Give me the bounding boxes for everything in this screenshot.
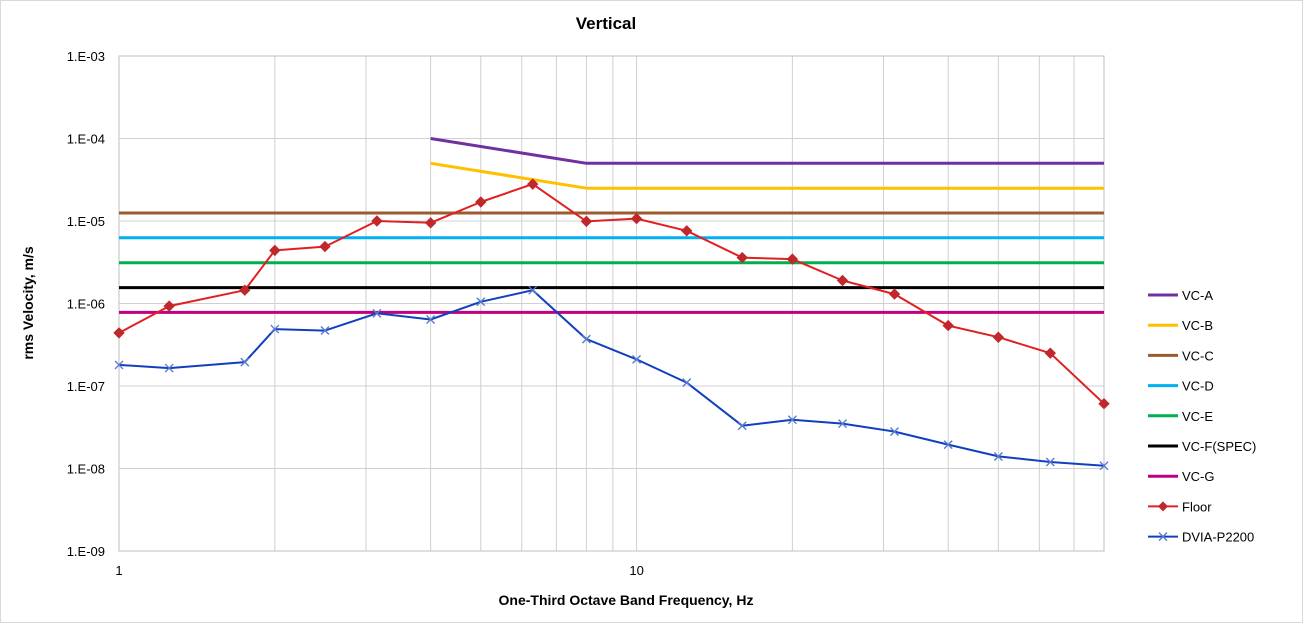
legend-item-vc-b: VC-B (1148, 318, 1213, 333)
floor-point (1044, 347, 1057, 359)
dvia-point (581, 334, 591, 344)
dvia-point (372, 308, 382, 318)
legend-label: VC-B (1182, 318, 1213, 333)
series-vc-b (430, 161, 1104, 190)
dvia-point (426, 314, 436, 324)
legend-item-vc-g: VC-G (1148, 469, 1215, 484)
dvia-point (993, 451, 1003, 461)
dvia-point (270, 324, 280, 334)
dvia-point (476, 297, 486, 307)
dvia-point (889, 427, 899, 437)
plot-area (118, 55, 1105, 552)
dvia-point (320, 326, 330, 336)
legend-label: VC-C (1182, 348, 1214, 363)
legend-label: VC-D (1182, 379, 1214, 394)
y-tick-label: 1.E-04 (67, 132, 105, 147)
y-tick-label: 1.E-07 (67, 379, 105, 394)
dvia-point (528, 285, 538, 295)
dvia-point (1099, 461, 1109, 471)
series-vc-a (430, 137, 1104, 165)
floor-point (736, 251, 748, 264)
dvia-point (787, 415, 797, 425)
legend-marker (1158, 501, 1168, 512)
legend: VC-A VC-B VC-C VC-D VC-E VC-F(SPEC) VC-G Floor D… (1148, 288, 1256, 545)
floor-point (319, 240, 331, 253)
dvia-point (1045, 457, 1055, 467)
legend-label: VC-F(SPEC) (1182, 439, 1256, 454)
y-axis-ticks: 1.E-09 1.E-08 1.E-07 1.E-06 1.E-05 1.E-04 1.E-… (67, 49, 105, 559)
series-line-floor (118, 183, 1105, 405)
floor-point (992, 331, 1005, 343)
dvia-point (632, 354, 642, 364)
legend-label: DVIA-P2200 (1182, 530, 1254, 545)
series-line-dvia-p2200 (118, 289, 1105, 467)
dvia-point (737, 421, 747, 431)
dvia-point (240, 357, 250, 367)
floor-point (1098, 398, 1110, 410)
dvia-point (682, 378, 692, 388)
grid-lines (118, 55, 1105, 552)
y-tick-label: 1.E-05 (67, 214, 105, 229)
legend-label: VC-G (1182, 469, 1215, 484)
dvia-point (943, 440, 953, 450)
legend-label: VC-A (1182, 288, 1213, 303)
floor-point (630, 212, 643, 225)
dvia-point (838, 419, 848, 429)
floor-point (888, 288, 901, 300)
legend-label: VC-E (1182, 409, 1213, 424)
floor-point (269, 244, 281, 257)
series-dvia-p2200 (114, 285, 1109, 471)
floor-point (113, 327, 125, 339)
x-axis-ticks: 1 10 (115, 563, 643, 578)
x-tick-label: 10 (629, 563, 643, 578)
legend-item-floor: Floor (1148, 499, 1212, 514)
floor-point (681, 225, 693, 237)
y-tick-label: 1.E-08 (67, 462, 105, 477)
floor-point (424, 217, 437, 229)
dvia-point (164, 363, 174, 373)
dvia-point (114, 360, 124, 370)
series-group (113, 137, 1110, 471)
floor-point (836, 274, 849, 287)
series-line-vc-b (430, 161, 1104, 190)
legend-item-dvia-p2200: DVIA-P2200 (1148, 530, 1254, 545)
floor-point (163, 300, 175, 312)
floor-point (371, 215, 383, 227)
series-line-vc-a (430, 137, 1104, 165)
floor-point (239, 284, 251, 296)
legend-item-vc-d: VC-D (1148, 379, 1214, 394)
y-tick-label: 1.E-09 (67, 544, 105, 559)
legend-label: Floor (1182, 499, 1212, 514)
floor-point (475, 196, 487, 208)
legend-item-vc-e: VC-E (1148, 409, 1213, 424)
floor-point (786, 253, 799, 265)
y-tick-label: 1.E-06 (67, 297, 105, 312)
y-tick-label: 1.E-03 (67, 49, 105, 64)
floor-point (580, 215, 593, 228)
x-tick-label: 1 (115, 563, 122, 578)
x-axis-title: One-Third Octave Band Frequency, Hz (499, 592, 754, 608)
floor-point (942, 319, 954, 332)
floor-point (527, 178, 539, 190)
chart-title: Vertical (576, 14, 637, 33)
series-floor (113, 178, 1110, 410)
legend-item-vc-c: VC-C (1148, 348, 1214, 363)
legend-item-vc-a: VC-A (1148, 288, 1213, 303)
legend-item-vc-f-spec: VC-F(SPEC) (1148, 439, 1256, 454)
y-axis-title: rms Velocity, m/s (20, 246, 36, 360)
